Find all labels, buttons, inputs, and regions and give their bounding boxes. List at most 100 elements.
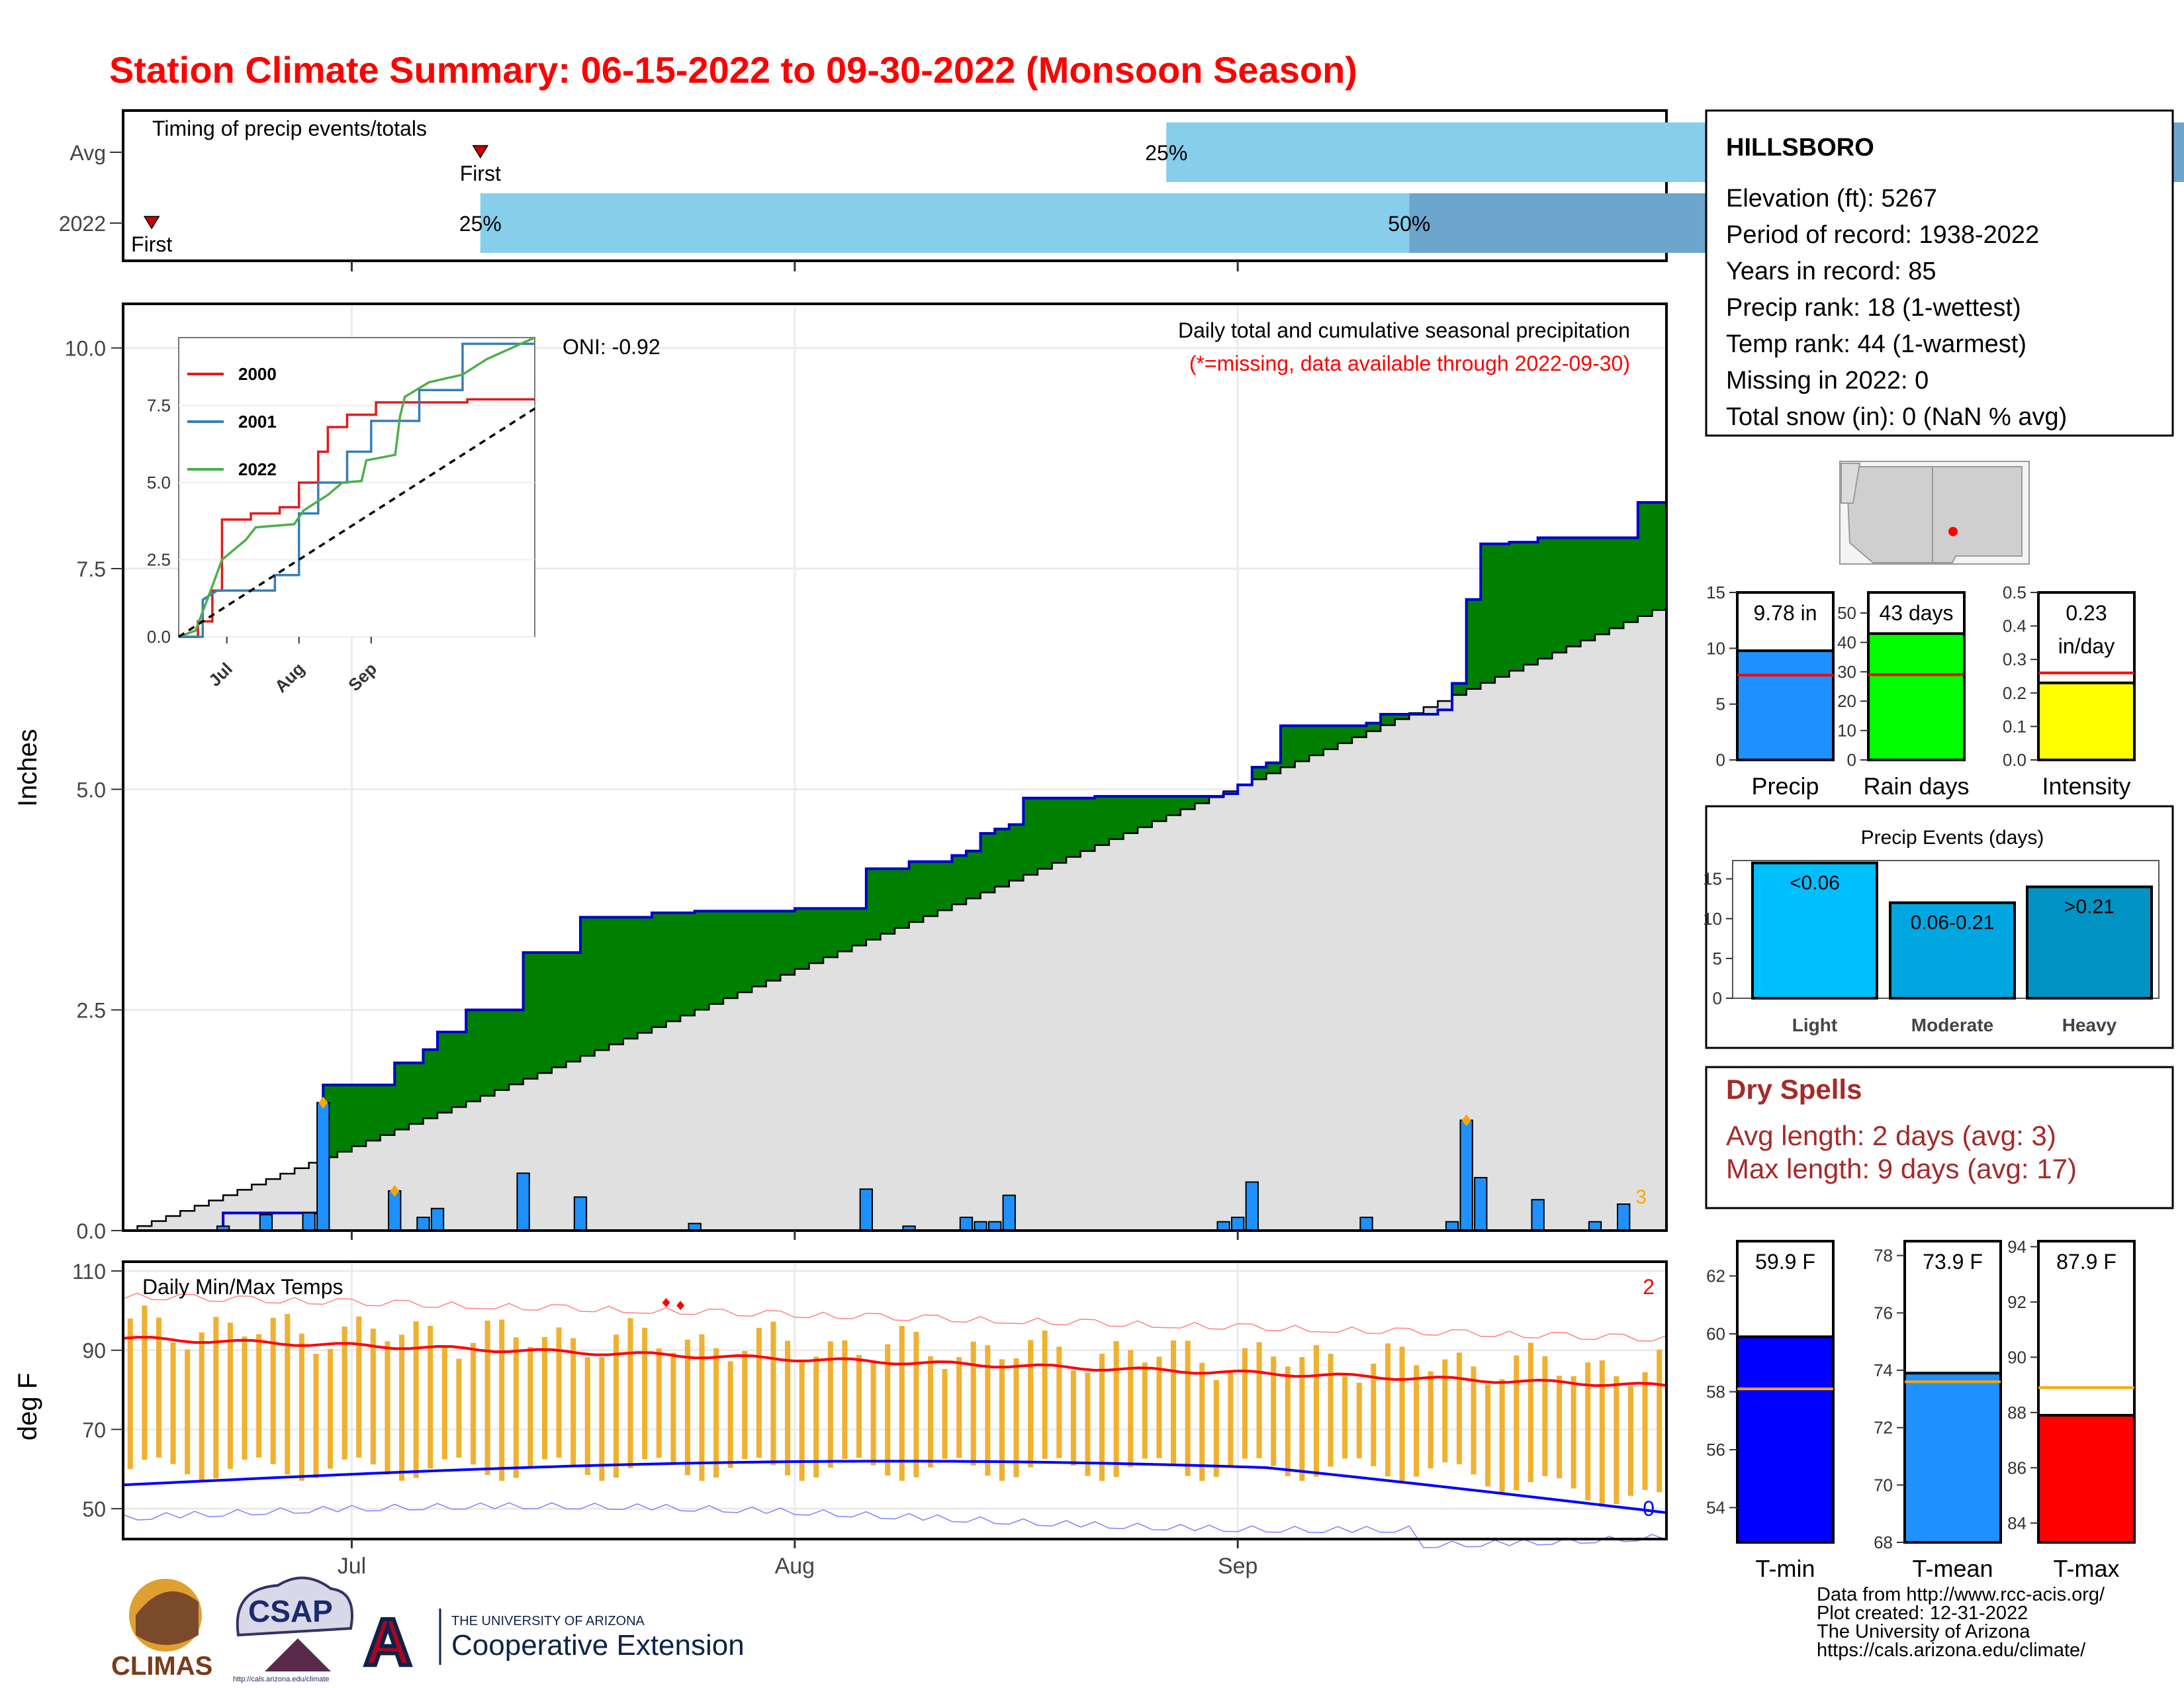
daily-temp-range-bar [1285, 1366, 1291, 1477]
timing-row-label-2022: 2022 [59, 212, 106, 236]
daily-temp-range-bar [1313, 1345, 1319, 1477]
daily-temp-range-bar [513, 1337, 519, 1478]
locator-map [1839, 461, 2030, 565]
cumulative-2022-line [123, 501, 1666, 1232]
temp-frame [122, 1260, 1668, 1540]
ua-coop-extension-logo: A THE UNIVERSITY OF ARIZONA Cooperative … [361, 1603, 745, 1681]
footer-url: https://cals.arizona.edu/climate/ [1817, 1640, 2086, 1661]
daily-precip-bar [959, 1217, 974, 1231]
daily-temp-range-bar [899, 1326, 905, 1481]
mini-y-tick-label: 72 [1874, 1418, 1893, 1438]
mini-y-tick-label: 54 [1706, 1498, 1725, 1518]
daily-temp-range-bar [885, 1344, 891, 1476]
daily-temp-range-bar [927, 1356, 933, 1468]
daily-temp-range-bar [213, 1317, 219, 1479]
oni-value: ONI: -0.92 [563, 335, 660, 359]
station-snow: Total snow (in): 0 (NaN % avg) [1726, 403, 2067, 431]
daily-temp-range-bar [1213, 1380, 1219, 1477]
mini-y-tick-label: 90 [2007, 1347, 2026, 1367]
mini-y-tick-label: 88 [2007, 1403, 2026, 1423]
daily-temp-range-bar [913, 1331, 919, 1477]
daily-temp-range-bar [1371, 1364, 1377, 1467]
month-label-Aug: Aug [775, 1554, 815, 1579]
daily-temp-range-bar [399, 1335, 405, 1481]
daily-temp-range-bar [699, 1334, 705, 1481]
daily-temp-range-bar [370, 1329, 376, 1465]
mini-y-tick-label: 0.5 [2003, 583, 2026, 602]
dry-spells-max: Max length: 9 days (avg: 17) [1726, 1153, 2077, 1184]
station-missing: Missing in 2022: 0 [1726, 367, 1929, 395]
daily-temp-range-bar [1642, 1372, 1648, 1490]
daily-temp-range-bar [713, 1348, 719, 1478]
station-info-panel: HILLSBORO Elevation (ft): 5267 Period of… [1705, 109, 2174, 437]
timing-bar-25-50 [480, 193, 1410, 253]
precip-panel: 0.0 2.5 5.0 7.5 10.0 Inches Daily total and cu… [13, 303, 1668, 1243]
daily-temp-range-bar [1657, 1350, 1662, 1493]
mini-value-label-T-min: 59.9 F [1755, 1250, 1815, 1274]
mini-y-tick-label: 0.2 [2003, 683, 2026, 703]
daily-precip-bar [1245, 1181, 1259, 1231]
timing-p50-label: 50% [1388, 212, 1430, 236]
events-bar-Heavy [2026, 885, 2153, 1000]
precip-y-tick-label: 10.0 [65, 337, 106, 361]
extreme-precip-marker [318, 1096, 328, 1109]
daily-temp-range-bar [785, 1340, 791, 1476]
daily-precip-bar [1474, 1177, 1488, 1231]
daily-temp-range-bar [270, 1317, 276, 1464]
daily-temp-range-bar [456, 1358, 462, 1458]
daily-temp-range-bar [799, 1360, 805, 1481]
daily-temp-range-bar [684, 1339, 690, 1476]
daily-temp-range-bar [185, 1349, 191, 1475]
csap-url: http://cals.arizona.edu/climate [233, 1675, 330, 1683]
map-state-west [1841, 463, 1861, 504]
daily-temp-range-bar [142, 1305, 148, 1460]
daily-temp-range-bar [1056, 1346, 1062, 1458]
footer-plot-created: Plot created: 12-31-2022 [1817, 1603, 2028, 1624]
mini-y-tick-label: 84 [2007, 1513, 2026, 1533]
month-label-Sep: Sep [1218, 1554, 1258, 1579]
daily-temp-range-bar [1414, 1365, 1420, 1477]
temp-y-axis-label: deg F [13, 1373, 42, 1440]
daily-temp-range-bar [413, 1321, 419, 1478]
station-temp-rank: Temp rank: 44 (1-warmest) [1726, 330, 2026, 358]
mini-value-label-Rain days: 43 days [1879, 601, 1953, 625]
daily-temp-range-bar [584, 1357, 590, 1476]
inset-legend-label: 2001 [238, 412, 277, 432]
daily-temp-range-bar [356, 1316, 362, 1458]
daily-temp-range-bar [1599, 1360, 1605, 1507]
mini-y-tick-label: 0.0 [2003, 750, 2026, 770]
station-period: Period of record: 1938-2022 [1726, 221, 2039, 249]
daily-temp-range-bar [1242, 1348, 1248, 1459]
station-elevation: Elevation (ft): 5267 [1726, 185, 1937, 212]
daily-temp-range-bar [813, 1356, 819, 1477]
temp-y-tick-label: 70 [82, 1418, 106, 1442]
mini-y-tick-label: 0.1 [2003, 716, 2026, 736]
mini-bar-Rain days [1867, 632, 1966, 762]
csap-cloud-mark [236, 1576, 353, 1637]
precip-panel-title: Daily total and cumulative seasonal prec… [1178, 318, 1630, 342]
precip-corner-count: 3 [1635, 1186, 1647, 1208]
map-state-arizona [1845, 466, 1933, 563]
timing-label: Timing of precip events/totals [152, 117, 427, 140]
daily-temp-range-bar [1585, 1362, 1591, 1501]
daily-temp-range-bar [1228, 1370, 1234, 1467]
ua-block-a: A [364, 1605, 412, 1679]
daily-temp-range-bar [285, 1313, 291, 1475]
ua-mark-bg [361, 1607, 427, 1664]
mini-value-label-T-mean: 73.9 F [1923, 1250, 1983, 1274]
daily-temp-range-bar [1442, 1359, 1448, 1463]
daily-temp-range-bar [999, 1359, 1005, 1481]
temp-y-tick-label: 110 [72, 1260, 106, 1284]
daily-temp-range-bar [313, 1354, 319, 1478]
daily-temp-range-bar [770, 1321, 776, 1466]
record-min-count: 0 [1643, 1497, 1655, 1521]
daily-temp-range-bar [1471, 1366, 1477, 1475]
daily-temp-range-bar [170, 1342, 176, 1464]
events-y-tick-label: 15 [1703, 869, 1722, 889]
events-bar-label-Moderate: 0.06-0.21 [1911, 912, 1995, 934]
daily-temp-range-bar [1185, 1340, 1191, 1476]
daily-precip-bar [859, 1188, 873, 1232]
daily-temp-range-bar [527, 1346, 533, 1469]
daily-temp-range-bar [1070, 1370, 1076, 1466]
